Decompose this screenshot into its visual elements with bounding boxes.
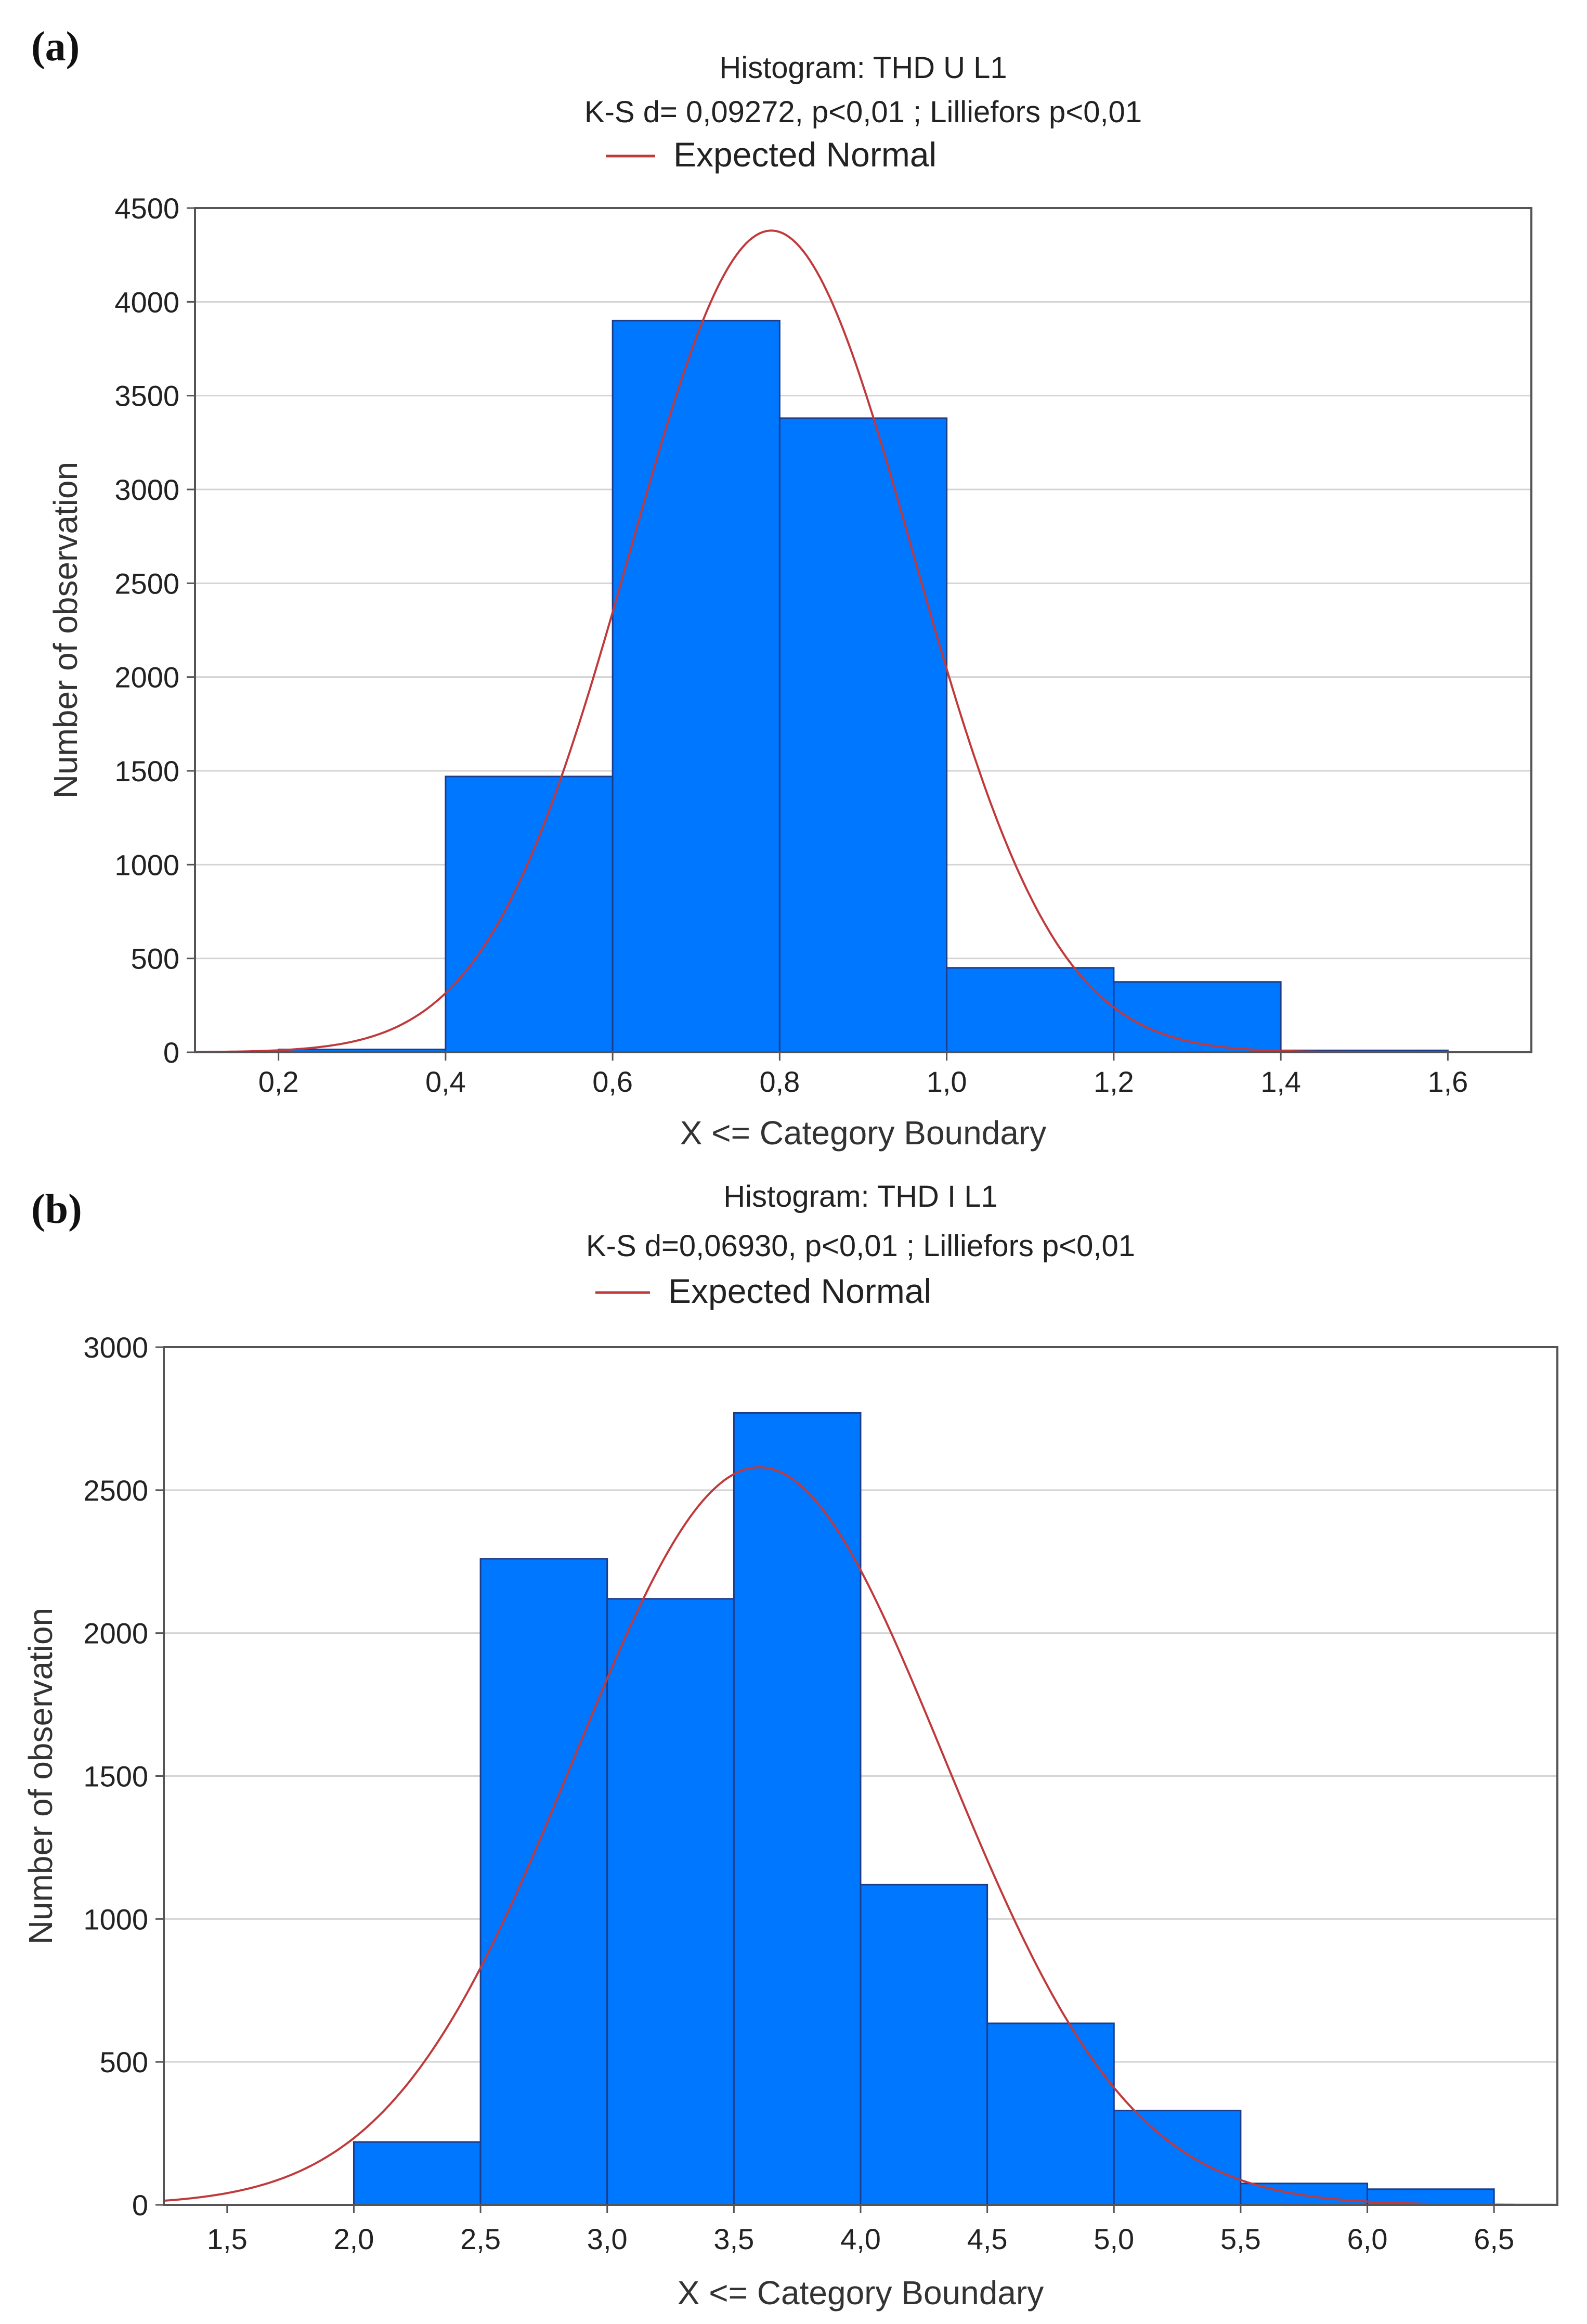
x-tick-label: 1,4 <box>1260 1065 1301 1098</box>
x-tick-label: 3,5 <box>713 2223 754 2255</box>
x-tick-label: 4,0 <box>840 2223 881 2255</box>
panel-label-b: (b) <box>31 1186 82 1232</box>
histogram-bar <box>860 1883 988 2206</box>
x-tick-label: 1,2 <box>1094 1065 1134 1098</box>
y-tick-label: 3000 <box>83 1331 148 1364</box>
x-tick-label: 5,0 <box>1094 2223 1134 2255</box>
legend-label: Expected Normal <box>673 135 936 174</box>
y-tick-label: 3000 <box>114 473 179 506</box>
y-tick-label: 2500 <box>114 567 179 600</box>
histogram-chart-b: Histogram: THD I L1 K-S d=0,06930, p<0,01… <box>22 1180 1558 2312</box>
panel-label-a: (a) <box>31 24 80 70</box>
x-tick-label: 6,0 <box>1347 2223 1388 2255</box>
chart-title: Histogram: THD U L1 <box>719 51 1007 85</box>
x-tick-label: 4,5 <box>967 2223 1008 2255</box>
expected-normal-curve <box>163 1466 1557 2206</box>
x-tick-label: 0,4 <box>425 1065 466 1098</box>
y-tick-label: 2000 <box>114 661 179 694</box>
plot-frame <box>194 207 1532 1053</box>
x-axis-title: X <= Category Boundary <box>678 2274 1044 2312</box>
y-tick-label: 4500 <box>114 192 179 225</box>
x-tick-label: 0,8 <box>759 1065 800 1098</box>
x-axis-title: X <= Category Boundary <box>680 1114 1046 1152</box>
x-tick-label: 6,5 <box>1474 2223 1514 2255</box>
histogram-bar <box>1113 981 1282 1053</box>
y-tick-label: 500 <box>100 2046 148 2078</box>
histogram-bar <box>986 2022 1115 2206</box>
y-axis-title: Number of observation <box>47 462 84 798</box>
y-tick-label: 3500 <box>114 380 179 412</box>
histogram-bar <box>353 2141 482 2206</box>
x-tick-label: 2,5 <box>460 2223 501 2255</box>
y-tick-label: 1000 <box>83 1903 148 1935</box>
x-tick-label: 2,0 <box>334 2223 374 2255</box>
y-tick-label: 0 <box>132 2189 148 2222</box>
y-tick-label: 0 <box>163 1036 179 1069</box>
y-tick-label: 2500 <box>83 1474 148 1507</box>
y-axis-title: Number of observation <box>22 1608 59 1944</box>
y-tick-label: 1500 <box>83 1760 148 1793</box>
histogram-bar <box>778 417 948 1053</box>
y-tick-label: 4000 <box>114 286 179 318</box>
histogram-bar <box>1113 2110 1242 2206</box>
histogram-bar <box>479 1558 608 2206</box>
x-tick-label: 0,6 <box>592 1065 633 1098</box>
x-tick-label: 5,5 <box>1220 2223 1261 2255</box>
x-tick-label: 1,6 <box>1427 1065 1468 1098</box>
panel-b: (b) Histogram: THD I L1 K-S d=0,06930, p<… <box>0 1165 1587 2324</box>
x-tick-label: 0,2 <box>258 1065 299 1098</box>
histogram-bar <box>612 319 781 1053</box>
legend-label: Expected Normal <box>668 1272 931 1310</box>
histogram-bar <box>445 776 614 1053</box>
y-tick-label: 2000 <box>83 1617 148 1650</box>
histogram-bar <box>946 967 1115 1053</box>
histogram-bar <box>606 1598 735 2206</box>
chart-title: Histogram: THD I L1 <box>723 1180 998 1213</box>
y-tick-label: 500 <box>131 942 179 975</box>
chart-subtitle: K-S d=0,06930, p<0,01 ; Lilliefors p<0,0… <box>586 1229 1135 1263</box>
histogram-chart-a: Histogram: THD U L1 K-S d= 0,09272, p<0,0… <box>47 51 1532 1152</box>
chart-subtitle: K-S d= 0,09272, p<0,01 ; Lilliefors p<0,… <box>584 95 1142 129</box>
x-tick-label: 3,0 <box>587 2223 628 2255</box>
x-tick-label: 1,5 <box>207 2223 248 2255</box>
plot-frame <box>163 1346 1558 2206</box>
y-tick-label: 1500 <box>114 755 179 787</box>
x-tick-label: 1,0 <box>927 1065 967 1098</box>
histogram-bar <box>733 1412 862 2206</box>
y-tick-label: 1000 <box>114 848 179 881</box>
panel-a: (a) Histogram: THD U L1 K-S d= 0,09272, p… <box>31 24 1532 1152</box>
